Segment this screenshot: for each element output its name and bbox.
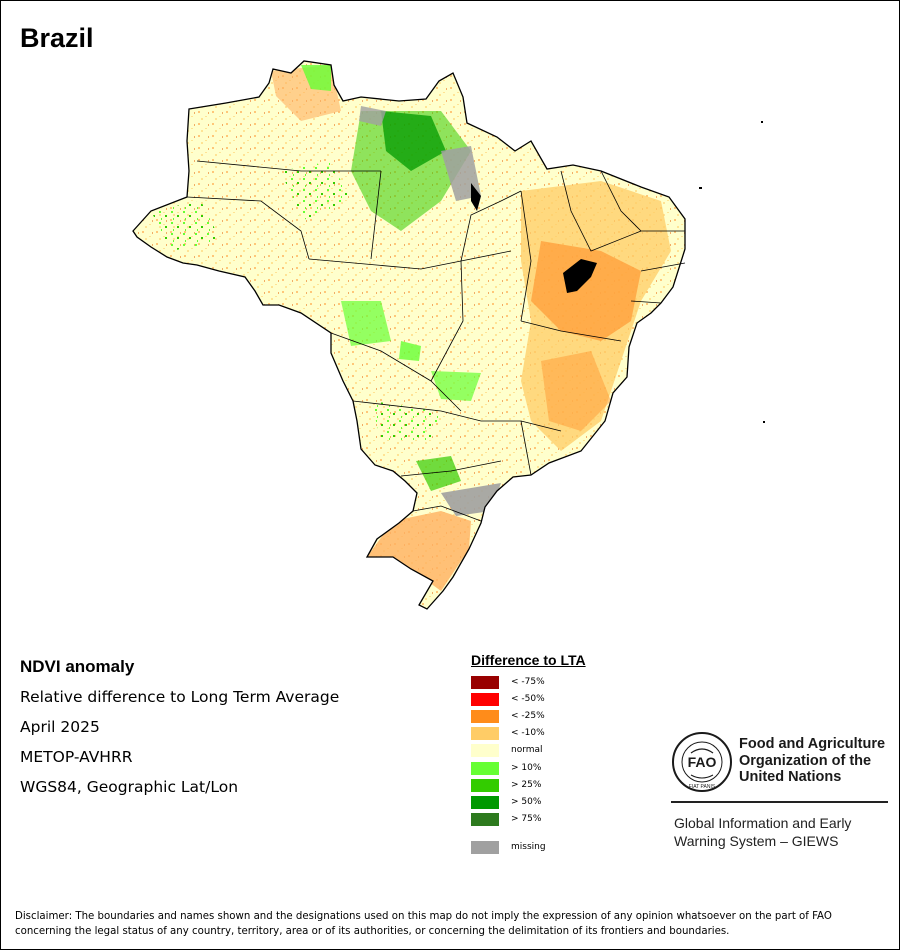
legend-label: normal (511, 745, 543, 755)
svg-text:FIAT PANIS: FIAT PANIS (689, 784, 716, 790)
product-description: Relative difference to Long Term Average (20, 688, 340, 706)
period: April 2025 (20, 718, 100, 736)
legend-swatch (471, 762, 499, 775)
legend-swatch (471, 796, 499, 809)
legend-swatch (471, 813, 499, 826)
legend-label: < -50% (511, 694, 545, 704)
state-boundaries (186, 160, 686, 522)
legend: Difference to LTA < -75% < -50% < -25% <… (471, 652, 586, 854)
map-metadata: NDVI anomaly Relative difference to Long… (20, 657, 339, 807)
sensor: METOP-AVHRR (20, 748, 133, 766)
island (761, 121, 763, 123)
disclaimer: Disclaimer: The boundaries and names sho… (15, 911, 832, 937)
legend-label: < -25% (511, 711, 545, 721)
legend-label: > 25% (511, 780, 542, 790)
projection: WGS84, Geographic Lat/Lon (20, 778, 239, 796)
legend-swatch (471, 693, 499, 706)
legend-swatch (471, 710, 499, 723)
brazil-ndvi-map (132, 60, 765, 610)
divider (671, 801, 888, 803)
product-name: NDVI anomaly (20, 657, 135, 676)
fao-name: Food and Agriculture Organization of the… (739, 736, 886, 785)
legend-label: < -10% (511, 728, 545, 738)
legend-swatch (471, 841, 499, 854)
legend-label: > 75% (511, 814, 542, 824)
legend-swatch (471, 727, 499, 740)
island (763, 421, 765, 423)
legend-label: < -75% (511, 677, 545, 687)
legend-title: Difference to LTA (471, 652, 586, 668)
legend-label: > 10% (511, 763, 542, 773)
legend-label: > 50% (511, 797, 542, 807)
map-title: Brazil (20, 23, 94, 53)
legend-swatch (471, 779, 499, 792)
fao-logo-icon: FAO FIAT PANIS (672, 732, 732, 792)
legend-swatch (471, 744, 499, 757)
anomaly-fill (133, 61, 685, 609)
legend-swatch (471, 676, 499, 689)
legend-label: missing (511, 842, 546, 852)
island (699, 187, 702, 189)
giews-name: Global Information and Early Warning Sys… (674, 815, 852, 849)
svg-text:FAO: FAO (688, 754, 717, 770)
